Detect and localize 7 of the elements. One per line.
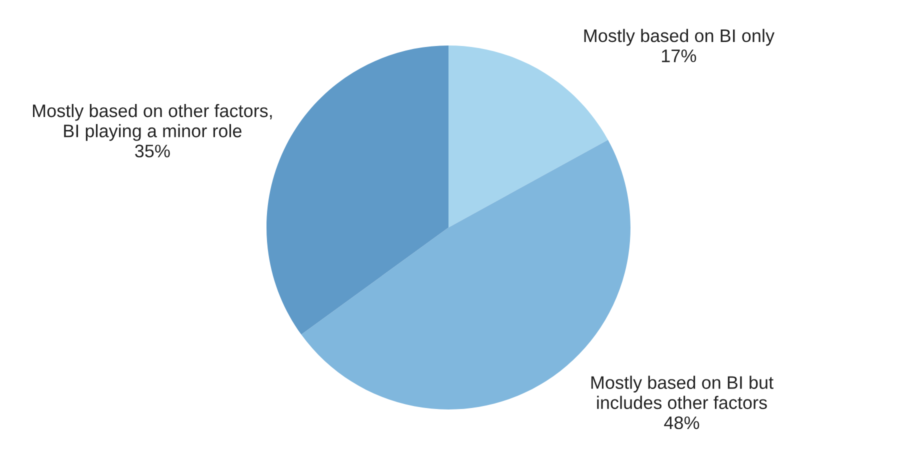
data-label: 35%	[135, 144, 170, 158]
pie-slice	[448, 46, 608, 228]
data-label: 48%	[664, 416, 700, 430]
slice-label: Mostly based on BI only	[584, 28, 774, 46]
slice-label: Mostly based on BI but includes other factors	[591, 376, 774, 410]
slice-label: Mostly based on other factors, BI playing a minor role	[33, 104, 272, 141]
data-label: 17%	[662, 50, 696, 62]
